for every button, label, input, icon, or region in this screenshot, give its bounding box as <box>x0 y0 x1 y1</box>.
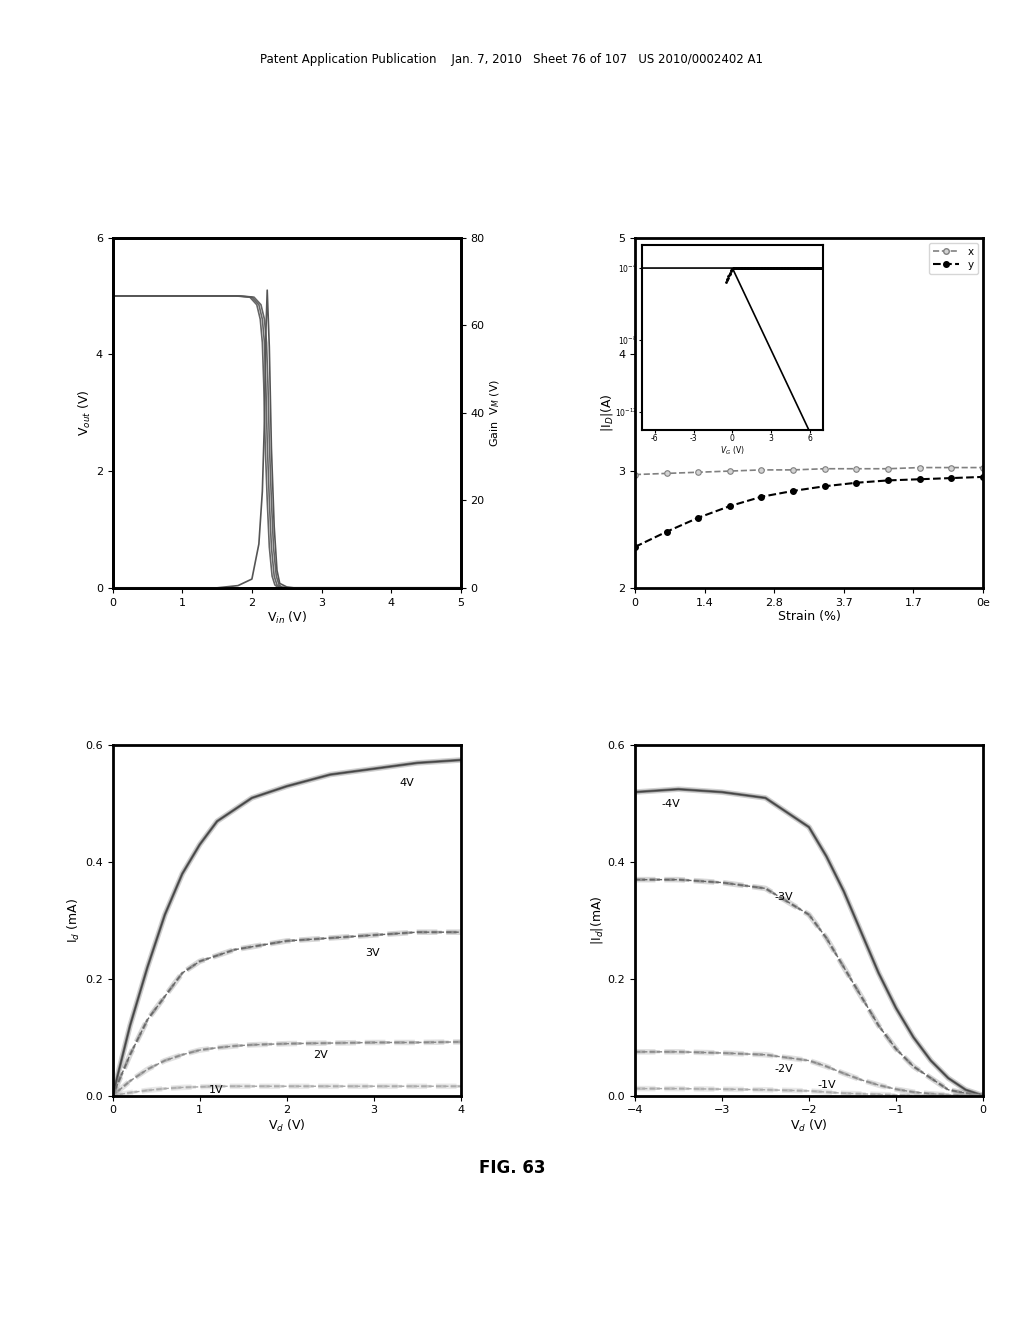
Text: 4V: 4V <box>399 779 415 788</box>
x <box>850 461 862 477</box>
Text: -3V: -3V <box>774 892 793 902</box>
y <box>945 470 957 486</box>
Y-axis label: I$_{d}$ (mA): I$_{d}$ (mA) <box>67 898 82 942</box>
X-axis label: V$_{d}$ (V): V$_{d}$ (V) <box>268 1118 305 1134</box>
X-axis label: V$_{in}$ (V): V$_{in}$ (V) <box>266 610 307 627</box>
y <box>913 471 926 487</box>
Text: -2V: -2V <box>774 1064 793 1074</box>
x <box>945 459 957 475</box>
y <box>977 469 989 484</box>
Y-axis label: |I$_{d}$|(mA): |I$_{d}$|(mA) <box>589 896 604 945</box>
x <box>882 461 894 477</box>
y <box>692 510 705 525</box>
x <box>692 465 705 480</box>
Line: x: x <box>632 465 986 478</box>
x <box>787 462 800 478</box>
x <box>756 462 768 478</box>
y <box>818 478 830 494</box>
Y-axis label: |I$_{D}$|(A): |I$_{D}$|(A) <box>599 393 615 432</box>
y <box>724 498 736 513</box>
x <box>629 467 641 483</box>
x <box>660 466 673 482</box>
y <box>660 524 673 540</box>
Text: -1V: -1V <box>817 1080 837 1090</box>
Line: y: y <box>632 474 986 549</box>
x <box>724 463 736 479</box>
Text: 1V: 1V <box>209 1085 223 1094</box>
X-axis label: V$_{d}$ (V): V$_{d}$ (V) <box>791 1118 827 1134</box>
x <box>818 461 830 477</box>
Text: 2V: 2V <box>313 1049 328 1060</box>
Text: Patent Application Publication    Jan. 7, 2010   Sheet 76 of 107   US 2010/00024: Patent Application Publication Jan. 7, 2… <box>260 53 764 66</box>
Text: -4V: -4V <box>662 799 680 809</box>
y <box>629 539 641 554</box>
x <box>977 459 989 475</box>
Y-axis label: Gain  V$_{M}$ (V): Gain V$_{M}$ (V) <box>488 379 503 447</box>
y <box>850 475 862 491</box>
Legend: x, y: x, y <box>929 243 978 275</box>
Text: FIG. 63: FIG. 63 <box>479 1159 545 1177</box>
Y-axis label: V$_{out}$ (V): V$_{out}$ (V) <box>77 389 93 436</box>
x <box>913 459 926 475</box>
Text: 3V: 3V <box>365 948 380 957</box>
y <box>882 473 894 488</box>
X-axis label: Strain (%): Strain (%) <box>777 610 841 623</box>
y <box>787 483 800 499</box>
y <box>756 488 768 504</box>
